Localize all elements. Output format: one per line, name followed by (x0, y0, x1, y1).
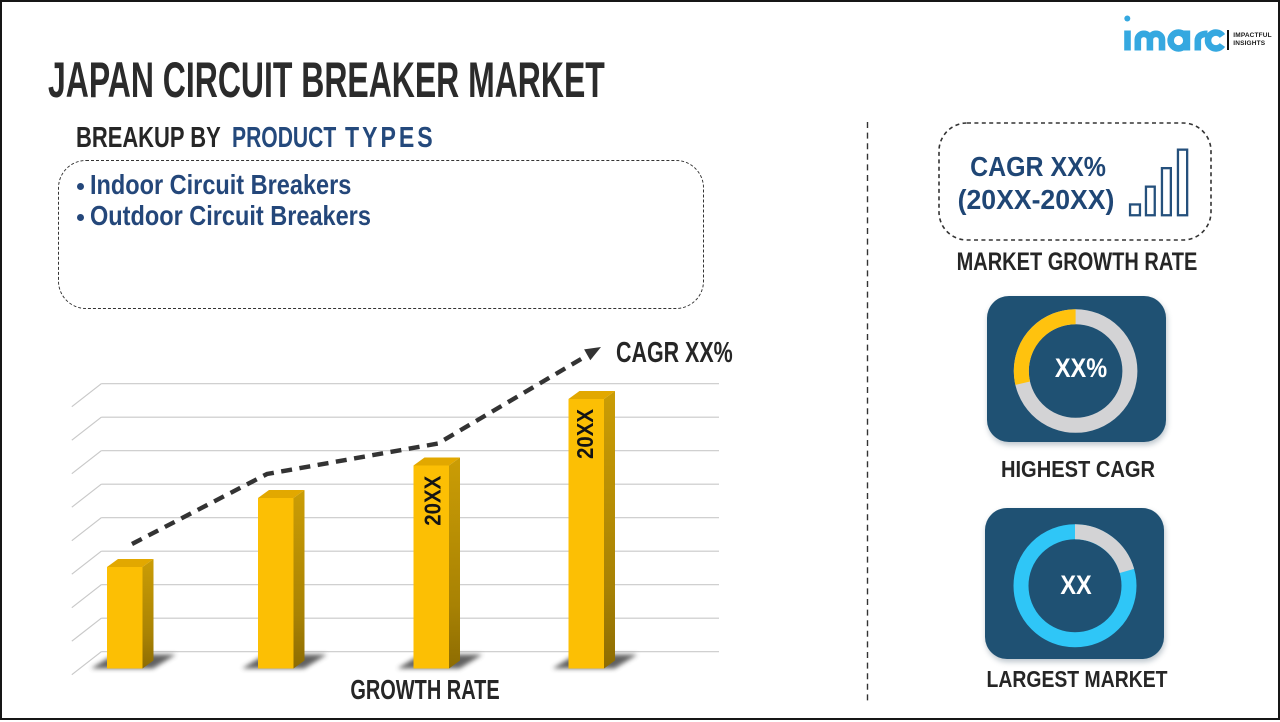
svg-text:20XX: 20XX (571, 409, 598, 459)
svg-text:20XX: 20XX (419, 475, 446, 525)
